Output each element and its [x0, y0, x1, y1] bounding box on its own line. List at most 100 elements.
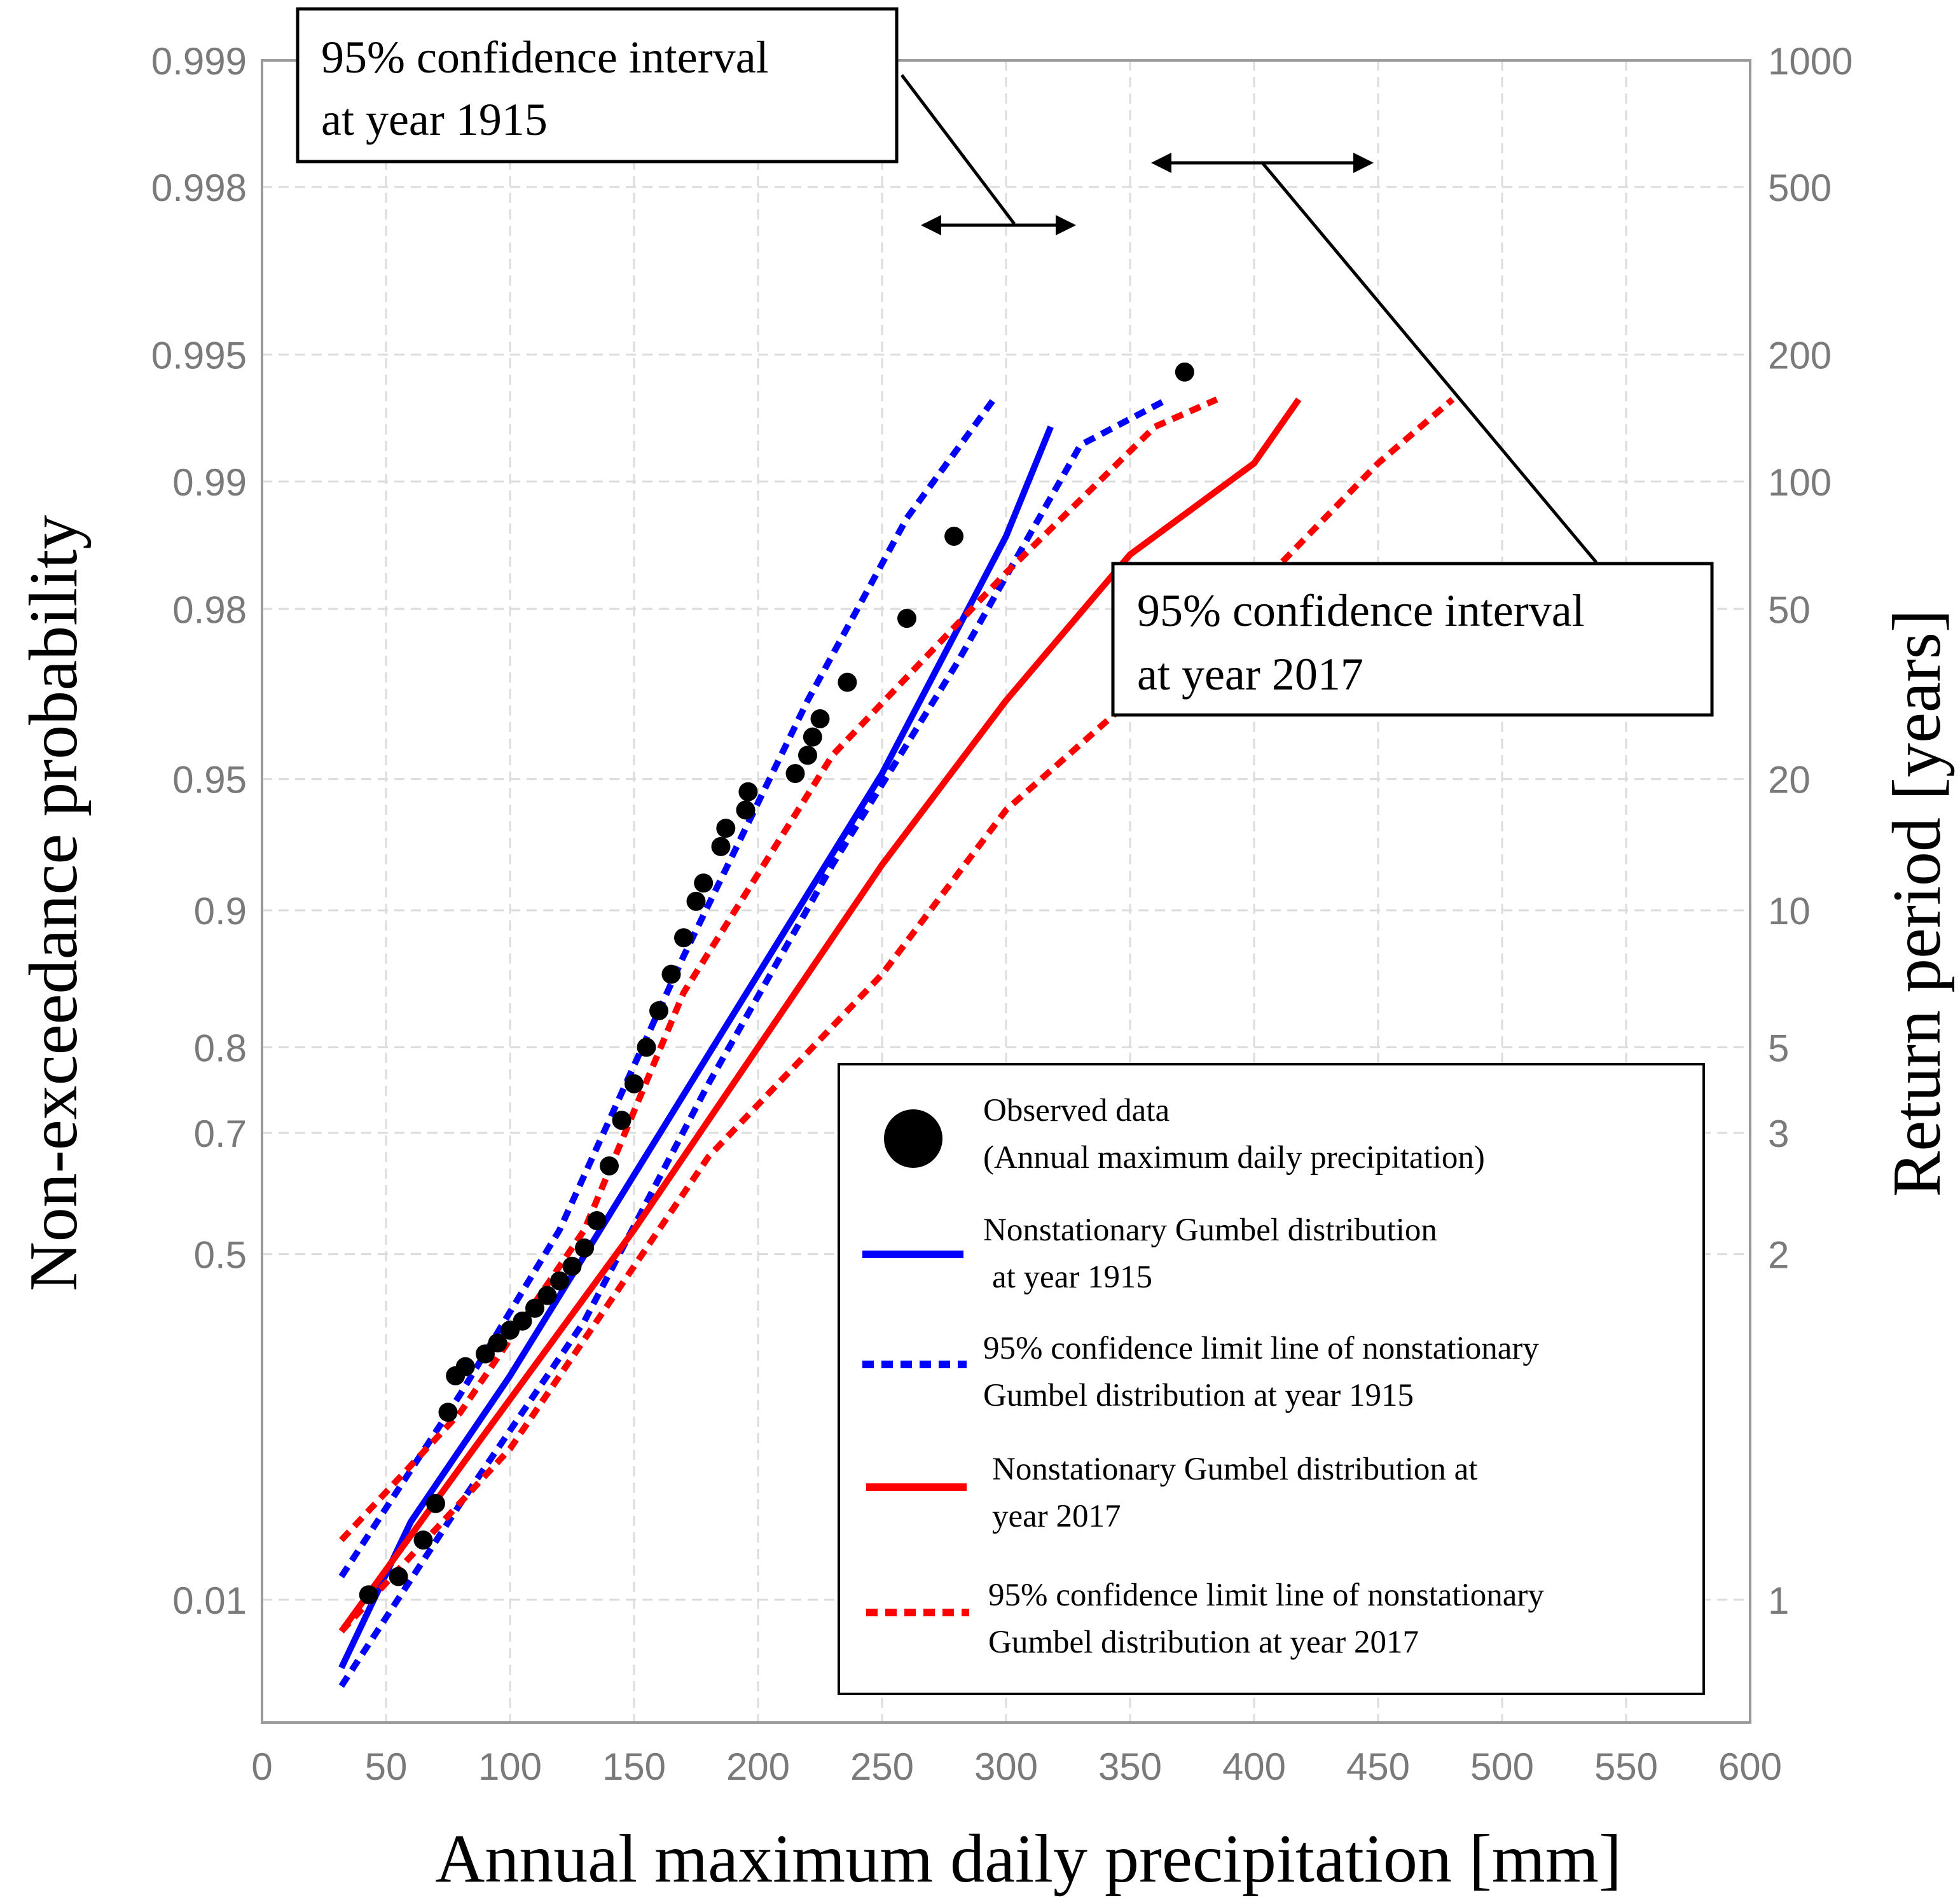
y-tick-label: 0.98 — [172, 588, 247, 631]
x-tick-label: 500 — [1470, 1745, 1534, 1788]
x-tick-label: 350 — [1098, 1745, 1162, 1788]
annotation-2017-line2: at year 2017 — [1137, 649, 1363, 700]
y-tick-label: 0.7 — [194, 1113, 247, 1155]
return-period-tick-label: 1000 — [1768, 40, 1853, 83]
legend-blue-solid-label: Nonstationary Gumbel distribution — [983, 1212, 1437, 1248]
return-period-tick-label: 10 — [1768, 890, 1811, 933]
y-axis-right-title: Return period [years] — [1879, 609, 1955, 1197]
observed-point — [637, 1037, 656, 1057]
observed-point — [838, 672, 857, 692]
x-tick-label: 450 — [1346, 1745, 1410, 1788]
observed-point — [359, 1585, 378, 1605]
observed-point — [785, 764, 805, 784]
legend-red-dash-label: 95% confidence limit line of nonstationa… — [988, 1578, 1544, 1613]
observed-point — [661, 964, 681, 984]
legend: Observed data (Annual maximum daily prec… — [838, 1063, 1705, 1695]
observed-point — [810, 709, 830, 728]
arrowhead — [921, 215, 941, 235]
observed-point — [600, 1156, 619, 1175]
observed-point — [455, 1357, 475, 1376]
x-tick-label: 100 — [478, 1745, 542, 1788]
x-tick-label: 0 — [251, 1745, 272, 1788]
y-tick-label: 0.9 — [194, 890, 247, 933]
observed-point — [426, 1494, 445, 1513]
observed-point — [674, 928, 693, 948]
y-tick-labels: 0.01 0.5 0.7 0.8 0.9 0.95 0.98 0.99 0.995 0.998 0.… — [151, 40, 247, 1622]
legend-blue-solid-label-2: at year 1915 — [992, 1259, 1152, 1295]
observed-point — [612, 1111, 631, 1130]
observed-point — [438, 1403, 458, 1422]
x-tick-label: 300 — [974, 1745, 1038, 1788]
confidence-limit-line — [339, 397, 1455, 1633]
plot-frame — [261, 59, 1751, 1724]
return-period-tick-label: 3 — [1768, 1113, 1789, 1155]
return-period-tick-label: 200 — [1768, 334, 1832, 377]
y-tick-label: 0.5 — [194, 1234, 247, 1277]
observed-point — [711, 836, 731, 856]
x-tick-label: 150 — [602, 1745, 666, 1788]
distribution-line — [338, 398, 1302, 1633]
y-tick-label: 0.8 — [194, 1027, 247, 1069]
legend-red-dash-label-2: Gumbel distribution at year 2017 — [988, 1625, 1419, 1660]
legend-blue-dash-label-2: Gumbel distribution at year 1915 — [983, 1378, 1414, 1413]
annotation-2017-line1: 95% confidence interval — [1137, 585, 1585, 636]
y-tick-label: 0.998 — [151, 167, 247, 209]
observed-point — [694, 873, 714, 893]
legend-red-solid-label: Nonstationary Gumbel distribution at — [992, 1452, 1477, 1487]
legend-red-solid-label-2: year 2017 — [992, 1499, 1121, 1534]
observed-point — [525, 1298, 544, 1318]
observed-point — [1175, 362, 1194, 382]
return-period-tick-labels: 1 2 3 5 10 20 50 100 200 500 1000 — [1768, 40, 1853, 1622]
observed-points — [359, 362, 1194, 1605]
observed-point — [625, 1074, 644, 1093]
arrowhead — [1353, 153, 1374, 173]
observed-point — [513, 1311, 532, 1331]
x-tick-label: 250 — [850, 1745, 914, 1788]
observed-point — [897, 609, 916, 628]
y-tick-label: 0.01 — [172, 1579, 247, 1622]
annotation-2017-pointer — [1261, 162, 1598, 564]
distribution-line — [338, 426, 1054, 1670]
observed-point — [413, 1530, 433, 1550]
observed-point — [562, 1256, 582, 1276]
confidence-limit-line — [338, 396, 1169, 1688]
y-tick-label: 0.995 — [151, 334, 247, 377]
return-period-tick-label: 500 — [1768, 167, 1832, 209]
observed-point — [389, 1567, 408, 1586]
annotation-2017: 95% confidence interval at year 2017 — [1111, 153, 1714, 717]
return-period-tick-label: 1 — [1768, 1579, 1789, 1622]
x-tick-label: 550 — [1594, 1745, 1658, 1788]
curves — [338, 396, 1455, 1688]
observed-point — [575, 1238, 594, 1258]
legend-observed-marker — [884, 1109, 942, 1168]
return-period-tick-label: 50 — [1768, 588, 1811, 631]
observed-point — [738, 782, 758, 801]
return-period-tick-label: 20 — [1768, 759, 1811, 801]
observed-point — [686, 891, 706, 911]
x-tick-labels: 0 50 100 150 200 250 300 350 400 450 500 550 600 — [251, 1745, 1782, 1788]
confidence-limit-line — [339, 396, 1218, 1543]
y-axis-title: Non-exceedance probability — [16, 515, 92, 1291]
annotation-1915-pointer — [901, 74, 1016, 225]
observed-point — [716, 819, 736, 838]
y-tick-label: 0.99 — [172, 461, 247, 504]
observed-point — [944, 527, 964, 546]
legend-observed-label: Observed data — [983, 1093, 1170, 1128]
observed-point — [488, 1333, 507, 1353]
legend-blue-dash-label: 95% confidence limit line of nonstationa… — [983, 1331, 1539, 1366]
observed-point — [803, 727, 822, 747]
y-tick-label: 0.95 — [172, 759, 247, 801]
annotation-1915-line1: 95% confidence interval — [321, 32, 769, 83]
annotation-1915-line2: at year 1915 — [321, 94, 548, 145]
confidence-limit-line — [338, 397, 997, 1579]
y-tick-label: 0.999 — [151, 40, 247, 83]
x-axis-title: Annual maximum daily precipitation [mm] — [435, 1821, 1622, 1897]
x-tick-label: 200 — [726, 1745, 790, 1788]
observed-point — [649, 1001, 668, 1021]
x-tick-label: 400 — [1222, 1745, 1286, 1788]
arrowhead — [1151, 153, 1171, 173]
observed-point — [537, 1286, 557, 1305]
annotation-1915: 95% confidence interval at year 1915 — [296, 7, 1076, 235]
observed-point — [798, 745, 817, 765]
